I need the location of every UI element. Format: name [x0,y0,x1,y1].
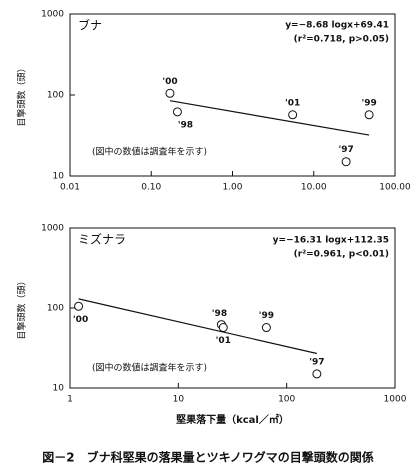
point-label: '01 [216,336,231,346]
y-tick-label: 10 [53,172,65,182]
point-label: '00 [162,77,177,87]
y-tick-label: 100 [47,91,64,101]
y-tick-label: 1000 [41,10,64,20]
note: (図中の数値は調査年を示す) [92,146,207,158]
x-tick-label: 10.00 [301,183,327,193]
x-tick-label: 1.00 [222,183,242,193]
x-tick-label: 1 [67,395,73,405]
note: (図中の数値は調査年を示す) [92,362,207,374]
point-label: '97 [338,145,353,155]
x-tick-label: 0.01 [60,183,80,193]
equation: y=−16.31 logx+112.35 [273,236,389,246]
point-label: '98 [212,309,227,319]
point [172,107,182,117]
point-label: '99 [361,98,376,108]
point-label: '00 [73,315,88,325]
point [74,301,84,311]
y-axis-label: 目撃頭数（頭） [16,63,28,126]
fit-line [78,298,317,355]
stats: (r²=0.961, p<0.01) [294,250,389,260]
equation: y=−8.68 logx+69.41 [285,21,389,31]
point-label: '01 [285,98,300,108]
x-tick-label: 10 [173,395,185,405]
stats: (r²=0.718, p>0.05) [294,35,389,45]
point-label: '98 [178,120,193,130]
panel-title: ミズナラ [78,232,126,247]
x-tick-label: 100.00 [379,183,411,193]
x-axis-label: 堅果落下量（kcal／㎡） [176,413,289,426]
x-tick-label: 0.10 [141,183,161,193]
x-tick-label: 1000 [384,395,407,405]
y-tick-label: 100 [47,304,64,314]
x-tick-label: 100 [278,395,295,405]
point [341,157,351,167]
point [165,88,175,98]
fit-line [169,100,370,136]
point [312,369,322,379]
point [364,110,374,120]
point [261,323,271,333]
panel-title: ブナ [78,18,102,33]
point-label: '97 [309,357,324,367]
caption: 図－2 ブナ科堅果の落果量とツキノワグマの目撃頭数の関係 [42,450,374,465]
point [218,323,228,333]
y-axis-label: 目撃頭数（頭） [16,276,28,339]
point-label: '99 [259,311,274,321]
y-tick-label: 1000 [41,224,64,234]
point [288,110,298,120]
y-tick-label: 10 [53,384,65,394]
